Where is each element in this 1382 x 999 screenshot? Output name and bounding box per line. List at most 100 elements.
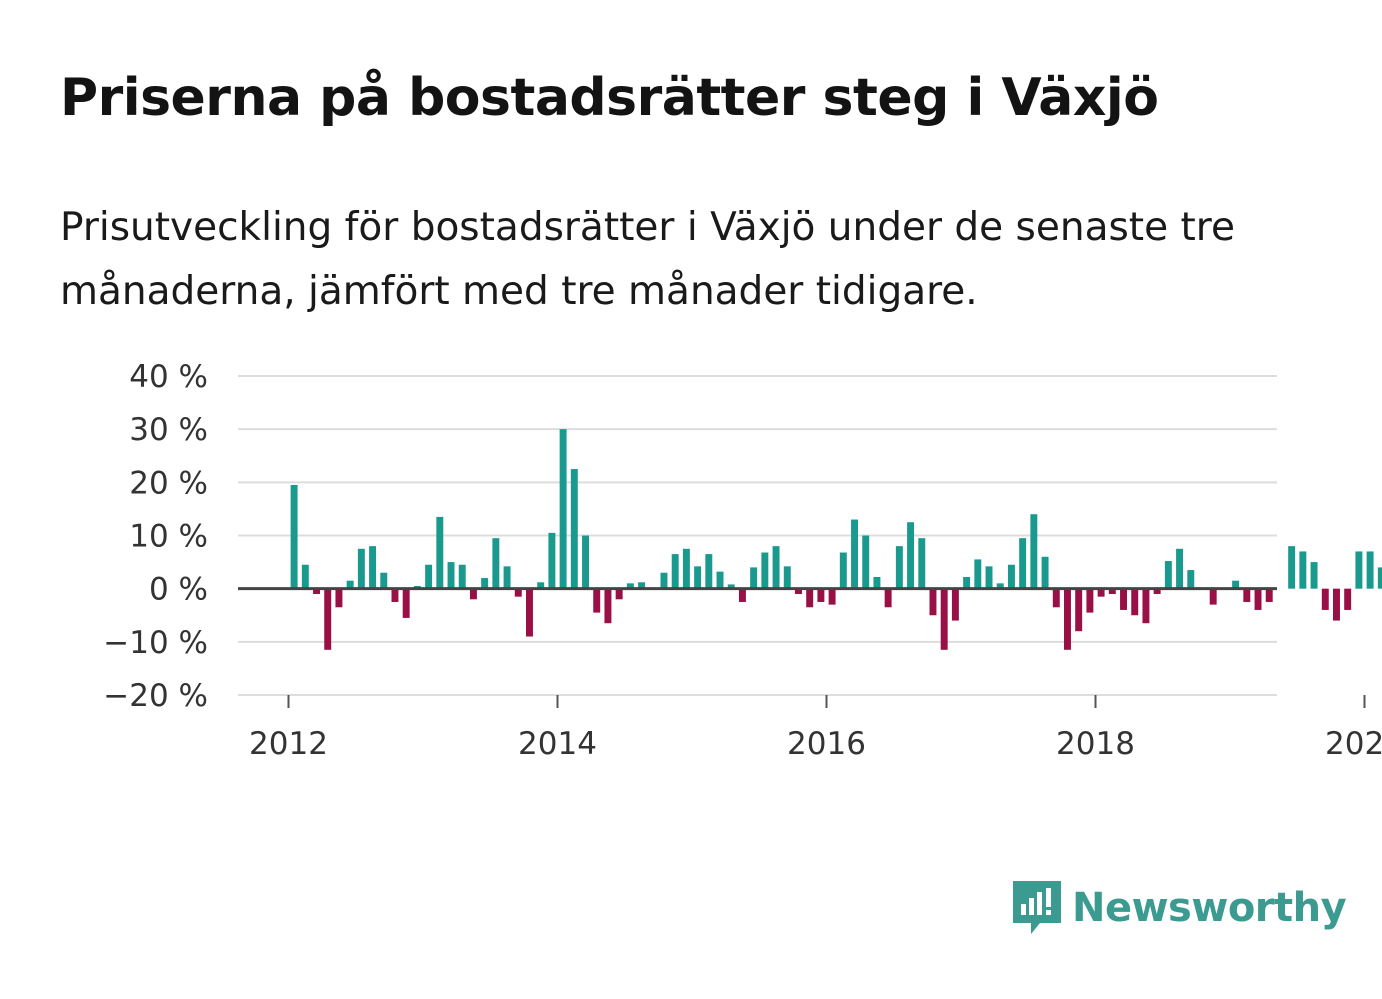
bar — [738, 588, 746, 602]
bar — [570, 469, 578, 589]
bar — [1333, 588, 1340, 621]
newsworthy-logo: Newsworthy — [1010, 878, 1347, 938]
bar — [1265, 588, 1273, 602]
chart-subtitle: Prisutveckling för bostadsrätter i Växjö… — [60, 205, 1235, 314]
y-axis-labels: 40 % 30 % 20 % 10 % 0 % −10 % −20 % — [103, 359, 208, 714]
bar — [1131, 588, 1139, 616]
bar — [851, 519, 858, 589]
x-axis: 20122014201620182020202220242026 — [249, 695, 1382, 762]
bar — [839, 552, 847, 589]
bar — [727, 584, 735, 589]
bar — [1108, 588, 1116, 594]
bar — [324, 588, 332, 650]
bar — [313, 588, 320, 594]
bar — [817, 588, 825, 602]
y-tick-label: 40 % — [129, 359, 208, 395]
bar — [548, 532, 556, 589]
bar — [626, 583, 634, 589]
bar — [1310, 562, 1318, 589]
y-tick-label: 20 % — [129, 465, 208, 501]
bar — [638, 582, 646, 589]
bar — [660, 572, 668, 589]
bar — [884, 588, 892, 608]
bar — [1321, 588, 1329, 610]
x-tick-label: 2014 — [518, 726, 597, 762]
bar — [447, 562, 455, 589]
bar — [301, 564, 309, 589]
bar — [671, 554, 679, 589]
x-tick-label: 2012 — [249, 726, 328, 762]
bar — [593, 588, 601, 613]
bar — [503, 566, 511, 589]
bar — [380, 572, 388, 589]
bar — [1120, 588, 1127, 610]
y-tick-label: 0 % — [149, 572, 208, 608]
bar — [895, 546, 903, 589]
bar — [1064, 588, 1071, 650]
bar — [582, 535, 589, 589]
bar — [369, 546, 377, 589]
bar — [1176, 548, 1184, 589]
bar — [761, 552, 769, 589]
bar — [425, 564, 433, 589]
bar — [335, 588, 343, 608]
bar — [1041, 556, 1049, 589]
bar — [985, 566, 993, 589]
bar — [862, 535, 870, 589]
bar — [1086, 588, 1094, 613]
bar — [705, 554, 713, 589]
bar — [963, 576, 971, 589]
bar — [1355, 551, 1363, 589]
bar — [918, 538, 926, 589]
chart-title: Priserna på bostadsrätter steg i Växjö — [60, 68, 1159, 128]
bar — [290, 484, 298, 589]
bar — [346, 580, 354, 589]
bar — [682, 548, 690, 589]
bar — [772, 546, 780, 589]
bar — [694, 566, 702, 589]
bar — [1232, 580, 1240, 589]
y-tick-label: 10 % — [129, 519, 208, 555]
bar — [806, 588, 814, 608]
bar-series — [290, 429, 1382, 650]
bar — [716, 571, 724, 589]
bar — [1153, 588, 1161, 594]
x-tick-label: 2016 — [787, 726, 866, 762]
bar — [873, 576, 881, 589]
bar — [436, 516, 444, 589]
newsworthy-logo-icon — [1013, 881, 1061, 934]
bar — [357, 548, 365, 589]
bar — [1164, 561, 1172, 589]
bar — [828, 588, 836, 605]
bar — [402, 588, 410, 618]
bar — [537, 582, 545, 589]
bar — [1142, 588, 1150, 624]
bar — [1097, 588, 1105, 597]
bar — [974, 559, 982, 589]
bar — [1288, 546, 1296, 589]
bar — [907, 522, 915, 589]
bar — [604, 588, 612, 624]
bar — [1007, 564, 1015, 589]
bar — [795, 588, 802, 594]
bar — [951, 588, 959, 621]
bar — [750, 567, 758, 589]
bar — [469, 588, 477, 600]
bar — [996, 583, 1004, 589]
bar — [615, 588, 623, 600]
y-tick-label: −20 % — [103, 678, 208, 714]
x-tick-label: 2018 — [1056, 726, 1135, 762]
bar — [492, 538, 500, 589]
bar — [391, 588, 399, 602]
bar — [514, 588, 522, 597]
bar — [1254, 588, 1262, 610]
bar — [1075, 588, 1083, 632]
bar — [1299, 551, 1307, 589]
bar — [1344, 588, 1352, 610]
bar — [481, 578, 489, 589]
y-tick-label: −10 % — [103, 625, 208, 661]
bar — [559, 429, 567, 589]
bar — [929, 588, 937, 616]
bar — [1030, 514, 1038, 589]
